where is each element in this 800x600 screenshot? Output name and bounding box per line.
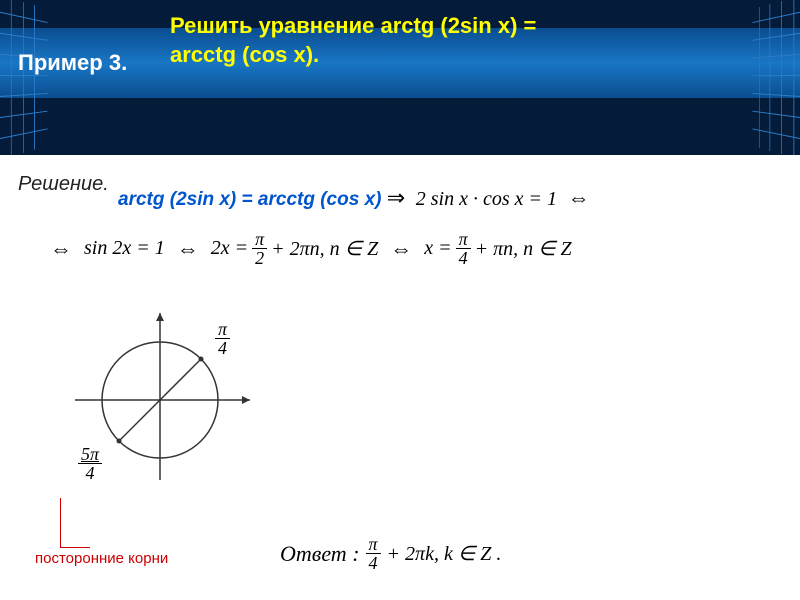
iff-arrow-2: ⇔ xyxy=(50,236,72,262)
step4-left: x = xyxy=(424,237,451,260)
answer-label: Ответ : xyxy=(280,541,360,567)
point-pi-4 xyxy=(199,357,204,362)
answer-num: π xyxy=(366,535,381,554)
example-number: Пример 3. xyxy=(18,50,127,76)
answer-tail: + 2πk, k ∈ Z . xyxy=(387,541,502,566)
step3-fraction: π 2 xyxy=(252,230,267,267)
label-bottom-num: 5π xyxy=(78,445,102,464)
decorative-grid-right xyxy=(752,0,800,155)
point-5pi-4 xyxy=(117,439,122,444)
answer-den: 4 xyxy=(366,554,381,572)
step2-expr: sin 2x = 1 xyxy=(84,237,165,260)
solution-heading: Решение. xyxy=(18,173,109,196)
answer-fraction: π 4 xyxy=(366,535,381,572)
extraneous-root-connector xyxy=(60,498,90,548)
step3-left: 2x = xyxy=(211,237,248,260)
problem-line-2: arcctg (cos x). xyxy=(170,42,319,67)
iff-arrow-1: ⇔ xyxy=(568,185,590,210)
step3-expr: 2x = π 2 + 2πn, n ∈ Z xyxy=(211,230,378,267)
label-pi-4: π 4 xyxy=(215,320,230,357)
equation-chain: ⇔ sin 2x = 1 ⇔ 2x = π 2 + 2πn, n ∈ Z ⇔ x… xyxy=(50,230,572,267)
step4-den: 4 xyxy=(456,249,471,267)
implies-arrow: ⇒ xyxy=(387,185,405,210)
label-top-num: π xyxy=(215,320,230,339)
step4-num: π xyxy=(456,230,471,249)
decorative-grid-left xyxy=(0,0,48,155)
step3-num: π xyxy=(252,230,267,249)
label-5pi-4: 5π 4 xyxy=(78,445,102,482)
slide-header: Пример 3. Решить уравнение arctg (2sin x… xyxy=(0,0,800,155)
final-answer: Ответ : π 4 + 2πk, k ∈ Z . xyxy=(280,535,501,572)
label-top-den: 4 xyxy=(215,339,230,357)
restated-equation: arctg (2sin x) = arcctg (cos x) xyxy=(118,189,381,210)
problem-statement: Решить уравнение arctg (2sin x) = arcctg… xyxy=(170,12,536,69)
iff-arrow-3: ⇔ xyxy=(177,236,199,262)
label-bottom-den: 4 xyxy=(83,464,98,482)
step4-right: + πn, n ∈ Z xyxy=(475,236,572,261)
step3-right: + 2πn, n ∈ Z xyxy=(271,236,378,261)
step4-expr: x = π 4 + πn, n ∈ Z xyxy=(424,230,571,267)
x-axis-arrow xyxy=(242,396,250,404)
extraneous-roots-label: посторонние корни xyxy=(35,550,168,567)
step1-expr: 2 sin x · cos x = 1 xyxy=(416,188,557,210)
y-axis-arrow xyxy=(156,313,164,321)
step4-fraction: π 4 xyxy=(456,230,471,267)
equation-restatement: arctg (2sin x) = arcctg (cos x) ⇒ 2 sin … xyxy=(118,185,590,211)
iff-arrow-4: ⇔ xyxy=(390,236,412,262)
problem-line-1: Решить уравнение arctg (2sin x) = xyxy=(170,13,536,38)
step3-den: 2 xyxy=(252,249,267,267)
solution-body: Решение. arctg (2sin x) = arcctg (cos x)… xyxy=(0,155,800,195)
unit-circle-diagram: π 4 5π 4 xyxy=(60,305,260,505)
